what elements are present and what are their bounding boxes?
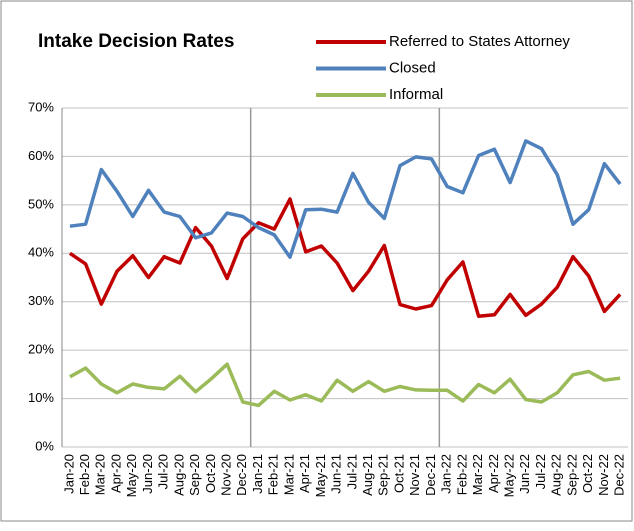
series-line (69, 139, 622, 259)
x-tick-label: Sep-21 (376, 454, 391, 496)
y-tick-label: 30% (28, 293, 54, 308)
x-tick-label: Nov-21 (407, 454, 422, 496)
legend-label: Closed (389, 59, 436, 76)
x-tick-label: Sep-22 (564, 454, 579, 496)
x-tick-label: Jul-21 (344, 454, 359, 489)
x-tick-label: Feb-22 (454, 454, 469, 495)
y-tick-label: 20% (28, 342, 54, 357)
x-tick-label: Mar-21 (281, 454, 296, 495)
x-tick-label: Dec-21 (423, 454, 438, 496)
x-tick-label: May-22 (502, 454, 517, 497)
x-tick-label: Apr-21 (297, 454, 312, 493)
x-tick-label: Jan-22 (439, 454, 454, 494)
x-tick-label: Apr-20 (108, 454, 123, 493)
x-tick-label: Nov-20 (219, 454, 234, 496)
x-tick-label: Jul-20 (156, 454, 171, 489)
series-line (68, 197, 622, 318)
y-tick-label: 60% (28, 148, 54, 163)
legend-label: Informal (389, 86, 443, 103)
x-tick-label: Aug-20 (171, 454, 186, 496)
x-tick-label: Aug-21 (360, 454, 375, 496)
legend-label: Referred to States Attorney (389, 33, 570, 50)
series-line (69, 362, 621, 408)
x-tick-label: Nov-22 (596, 454, 611, 496)
y-tick-label: 10% (28, 390, 54, 405)
x-tick-label: Jun-22 (517, 454, 532, 494)
x-tick-label: Dec-20 (234, 454, 249, 496)
x-tick-label: Jan-21 (250, 454, 265, 494)
x-tick-label: Oct-21 (391, 454, 406, 493)
y-tick-label: 0% (35, 438, 54, 453)
x-tick-label: Oct-22 (580, 454, 595, 493)
x-tick-label: Sep-20 (187, 454, 202, 496)
x-tick-label: May-20 (124, 454, 139, 497)
x-tick-label: Aug-22 (549, 454, 564, 496)
x-tick-label: Mar-20 (93, 454, 108, 495)
x-tick-label: May-21 (313, 454, 328, 497)
chart-title: Intake Decision Rates (38, 31, 234, 52)
x-tick-label: Jun-20 (140, 454, 155, 494)
x-tick-label: Mar-22 (470, 454, 485, 495)
x-tick-label: Apr-22 (486, 454, 501, 493)
x-tick-label: Dec-22 (612, 454, 627, 496)
y-tick-label: 50% (28, 196, 54, 211)
y-tick-label: 70% (28, 99, 54, 114)
x-tick-label: Jun-21 (329, 454, 344, 494)
x-tick-label: Feb-21 (266, 454, 281, 495)
x-tick-label: Jul-22 (533, 454, 548, 489)
y-tick-label: 40% (28, 245, 54, 260)
x-tick-label: Jan-20 (61, 454, 76, 494)
x-tick-label: Oct-20 (203, 454, 218, 493)
x-tick-label: Feb-20 (77, 454, 92, 495)
